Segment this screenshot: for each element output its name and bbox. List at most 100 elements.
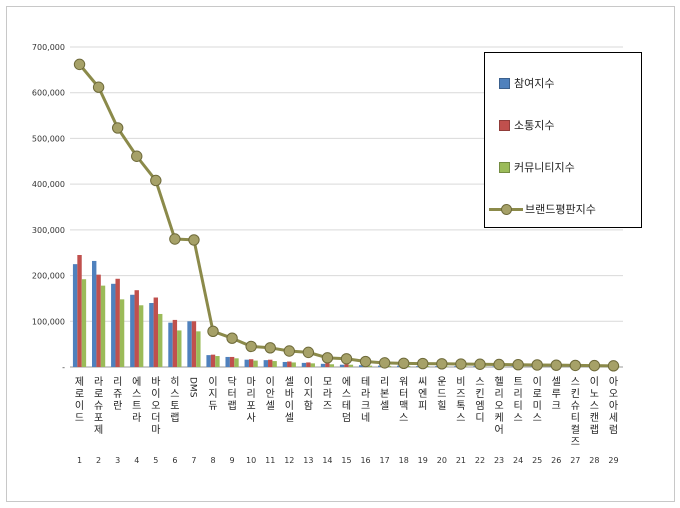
x-rank-label: 24: [513, 456, 523, 465]
y-tick-label: 700,000: [32, 43, 65, 52]
x-rank-label: 13: [303, 456, 313, 465]
bar-1-14: [320, 363, 326, 367]
x-rank-label: 3: [115, 456, 120, 465]
brand-index-point-7: [188, 234, 200, 246]
brand-index-point-13: [302, 346, 315, 359]
x-rank-label: 7: [191, 456, 196, 465]
brand-index-point-11: [264, 342, 276, 354]
legend-swatch-communication: [499, 119, 510, 131]
bar-1-2: [92, 260, 97, 367]
brand-index-point-28: [588, 359, 601, 372]
bar-1-3: [111, 283, 116, 367]
legend-line-marker-icon: [489, 204, 523, 215]
bar-1-10: [244, 359, 249, 367]
brand-index-point-20: [436, 358, 448, 370]
brand-index-point-17: [378, 357, 391, 369]
brand-index-point-19: [417, 357, 429, 370]
y-axis-ticks: - 100,000 200,000 300,000 400,000 500,000 600,…: [32, 43, 65, 372]
bar-3-10: [253, 360, 258, 367]
bar-3-3: [119, 299, 125, 367]
brand-index-point-27: [569, 359, 582, 372]
brand-index-point-15: [340, 353, 353, 365]
x-rank-label: 25: [532, 456, 542, 465]
legend-label-communication: 소통지수: [514, 119, 555, 132]
bar-2-10: [248, 359, 254, 367]
bar-3-5: [158, 313, 163, 367]
x-rank-label: 6: [172, 456, 177, 465]
bar-2-8: [210, 354, 216, 367]
brand-index-point-2: [92, 81, 105, 93]
bar-2-11: [268, 359, 273, 367]
bar-1-9: [225, 356, 230, 367]
brand-index-point-24: [512, 359, 524, 371]
bar-3-12: [291, 362, 296, 367]
bar-1-5: [149, 303, 154, 367]
brand-index-point-1: [73, 58, 86, 71]
x-rank-label: 20: [437, 456, 447, 465]
x-category-label: DMS: [187, 377, 197, 398]
legend-swatch-community: [499, 161, 510, 173]
legend-item-brand-reputation: 브랜드평판지수: [489, 201, 596, 217]
bar-3-11: [272, 361, 277, 367]
brand-index-point-21: [455, 358, 467, 370]
brand-index-point-10: [245, 340, 257, 353]
x-rank-label: 18: [399, 456, 409, 465]
bar-1-8: [206, 355, 211, 367]
bar-1-16: [358, 365, 364, 367]
x-rank-label: 23: [494, 456, 504, 465]
bar-1-15: [339, 364, 345, 367]
bar-2-13: [306, 362, 311, 367]
x-rank-label: 8: [210, 456, 215, 465]
bar-1-4: [130, 294, 135, 367]
x-rank-label: 21: [456, 456, 466, 465]
x-rank-label: 9: [230, 456, 235, 465]
x-rank-label: 27: [570, 456, 580, 465]
legend-item-community: 커뮤니티지수: [499, 159, 575, 175]
brand-index-point-23: [493, 358, 505, 371]
brand-index-point-12: [283, 345, 295, 357]
bar-3-8: [215, 356, 220, 367]
brand-index-point-18: [398, 357, 410, 370]
x-rank-label: 5: [153, 456, 158, 465]
bar-2-1: [77, 255, 82, 367]
x-rank-label: 26: [551, 456, 561, 465]
bar-3-2: [100, 285, 106, 367]
y-tick-label: 600,000: [32, 89, 65, 98]
brand-index-point-5: [150, 174, 162, 187]
legend-label-brand-reputation: 브랜드평판지수: [525, 203, 596, 216]
y-tick-label: 200,000: [32, 272, 65, 281]
bar-2-6: [172, 319, 178, 367]
brand-index-point-29: [607, 360, 620, 372]
brand-index-point-26: [550, 359, 562, 371]
y-tick-label: 500,000: [32, 134, 65, 143]
y-tick-label: 400,000: [32, 180, 65, 189]
bars: [72, 255, 621, 368]
x-rank-label: 11: [265, 456, 275, 465]
bar-1-11: [263, 360, 269, 367]
x-rank-label: 14: [322, 456, 332, 465]
legend-label-participation: 참여지수: [514, 77, 555, 90]
bar-2-12: [287, 361, 292, 367]
brand-index-point-22: [474, 358, 486, 370]
x-rank-label: 29: [608, 456, 618, 465]
bar-2-5: [153, 297, 159, 367]
legend: 참여지수 소통지수 커뮤니티지수 브랜드평판지수: [484, 52, 642, 228]
brand-index-point-14: [321, 352, 334, 364]
bar-1-7: [187, 321, 192, 367]
